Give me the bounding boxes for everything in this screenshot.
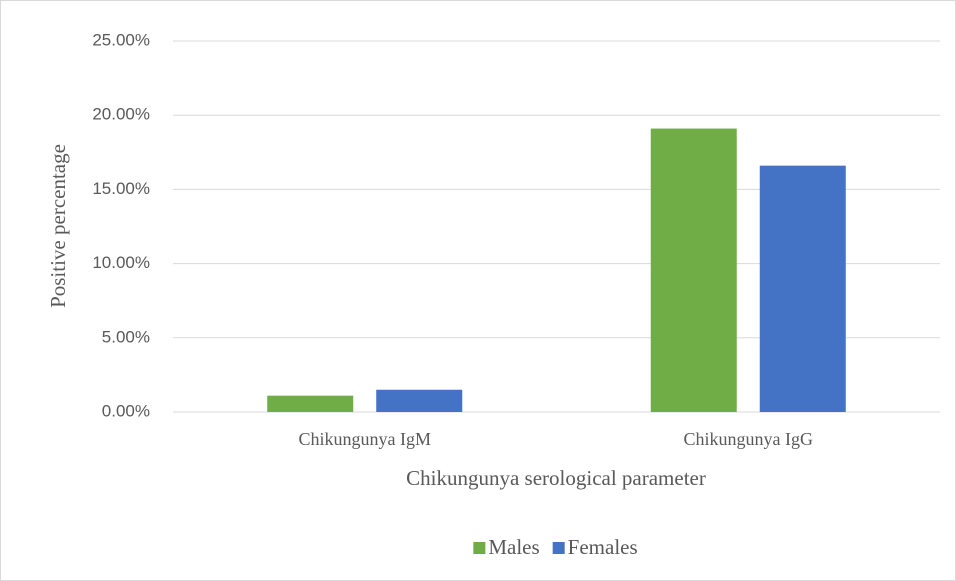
y-tick-label: 0.00% [102, 401, 150, 420]
y-tick-label: 5.00% [102, 327, 150, 346]
bar [267, 395, 354, 412]
x-tick-label: Chikungunya IgM [299, 429, 432, 449]
bar [376, 389, 463, 412]
y-tick-label: 25.00% [92, 30, 150, 49]
bar [650, 128, 737, 412]
y-tick-label: 10.00% [92, 253, 150, 272]
bar [759, 165, 846, 412]
legend-label: Females [568, 535, 638, 559]
y-tick-label: 20.00% [92, 105, 150, 124]
legend-label: Males [488, 535, 539, 559]
legend-swatch [552, 542, 565, 554]
legend-swatch [473, 542, 486, 554]
y-tick-label: 15.00% [92, 179, 150, 198]
y-axis-title: Positive percentage [46, 144, 70, 308]
x-axis-title: Chikungunya serological parameter [406, 466, 706, 490]
x-tick-label: Chikungunya IgG [684, 429, 814, 449]
